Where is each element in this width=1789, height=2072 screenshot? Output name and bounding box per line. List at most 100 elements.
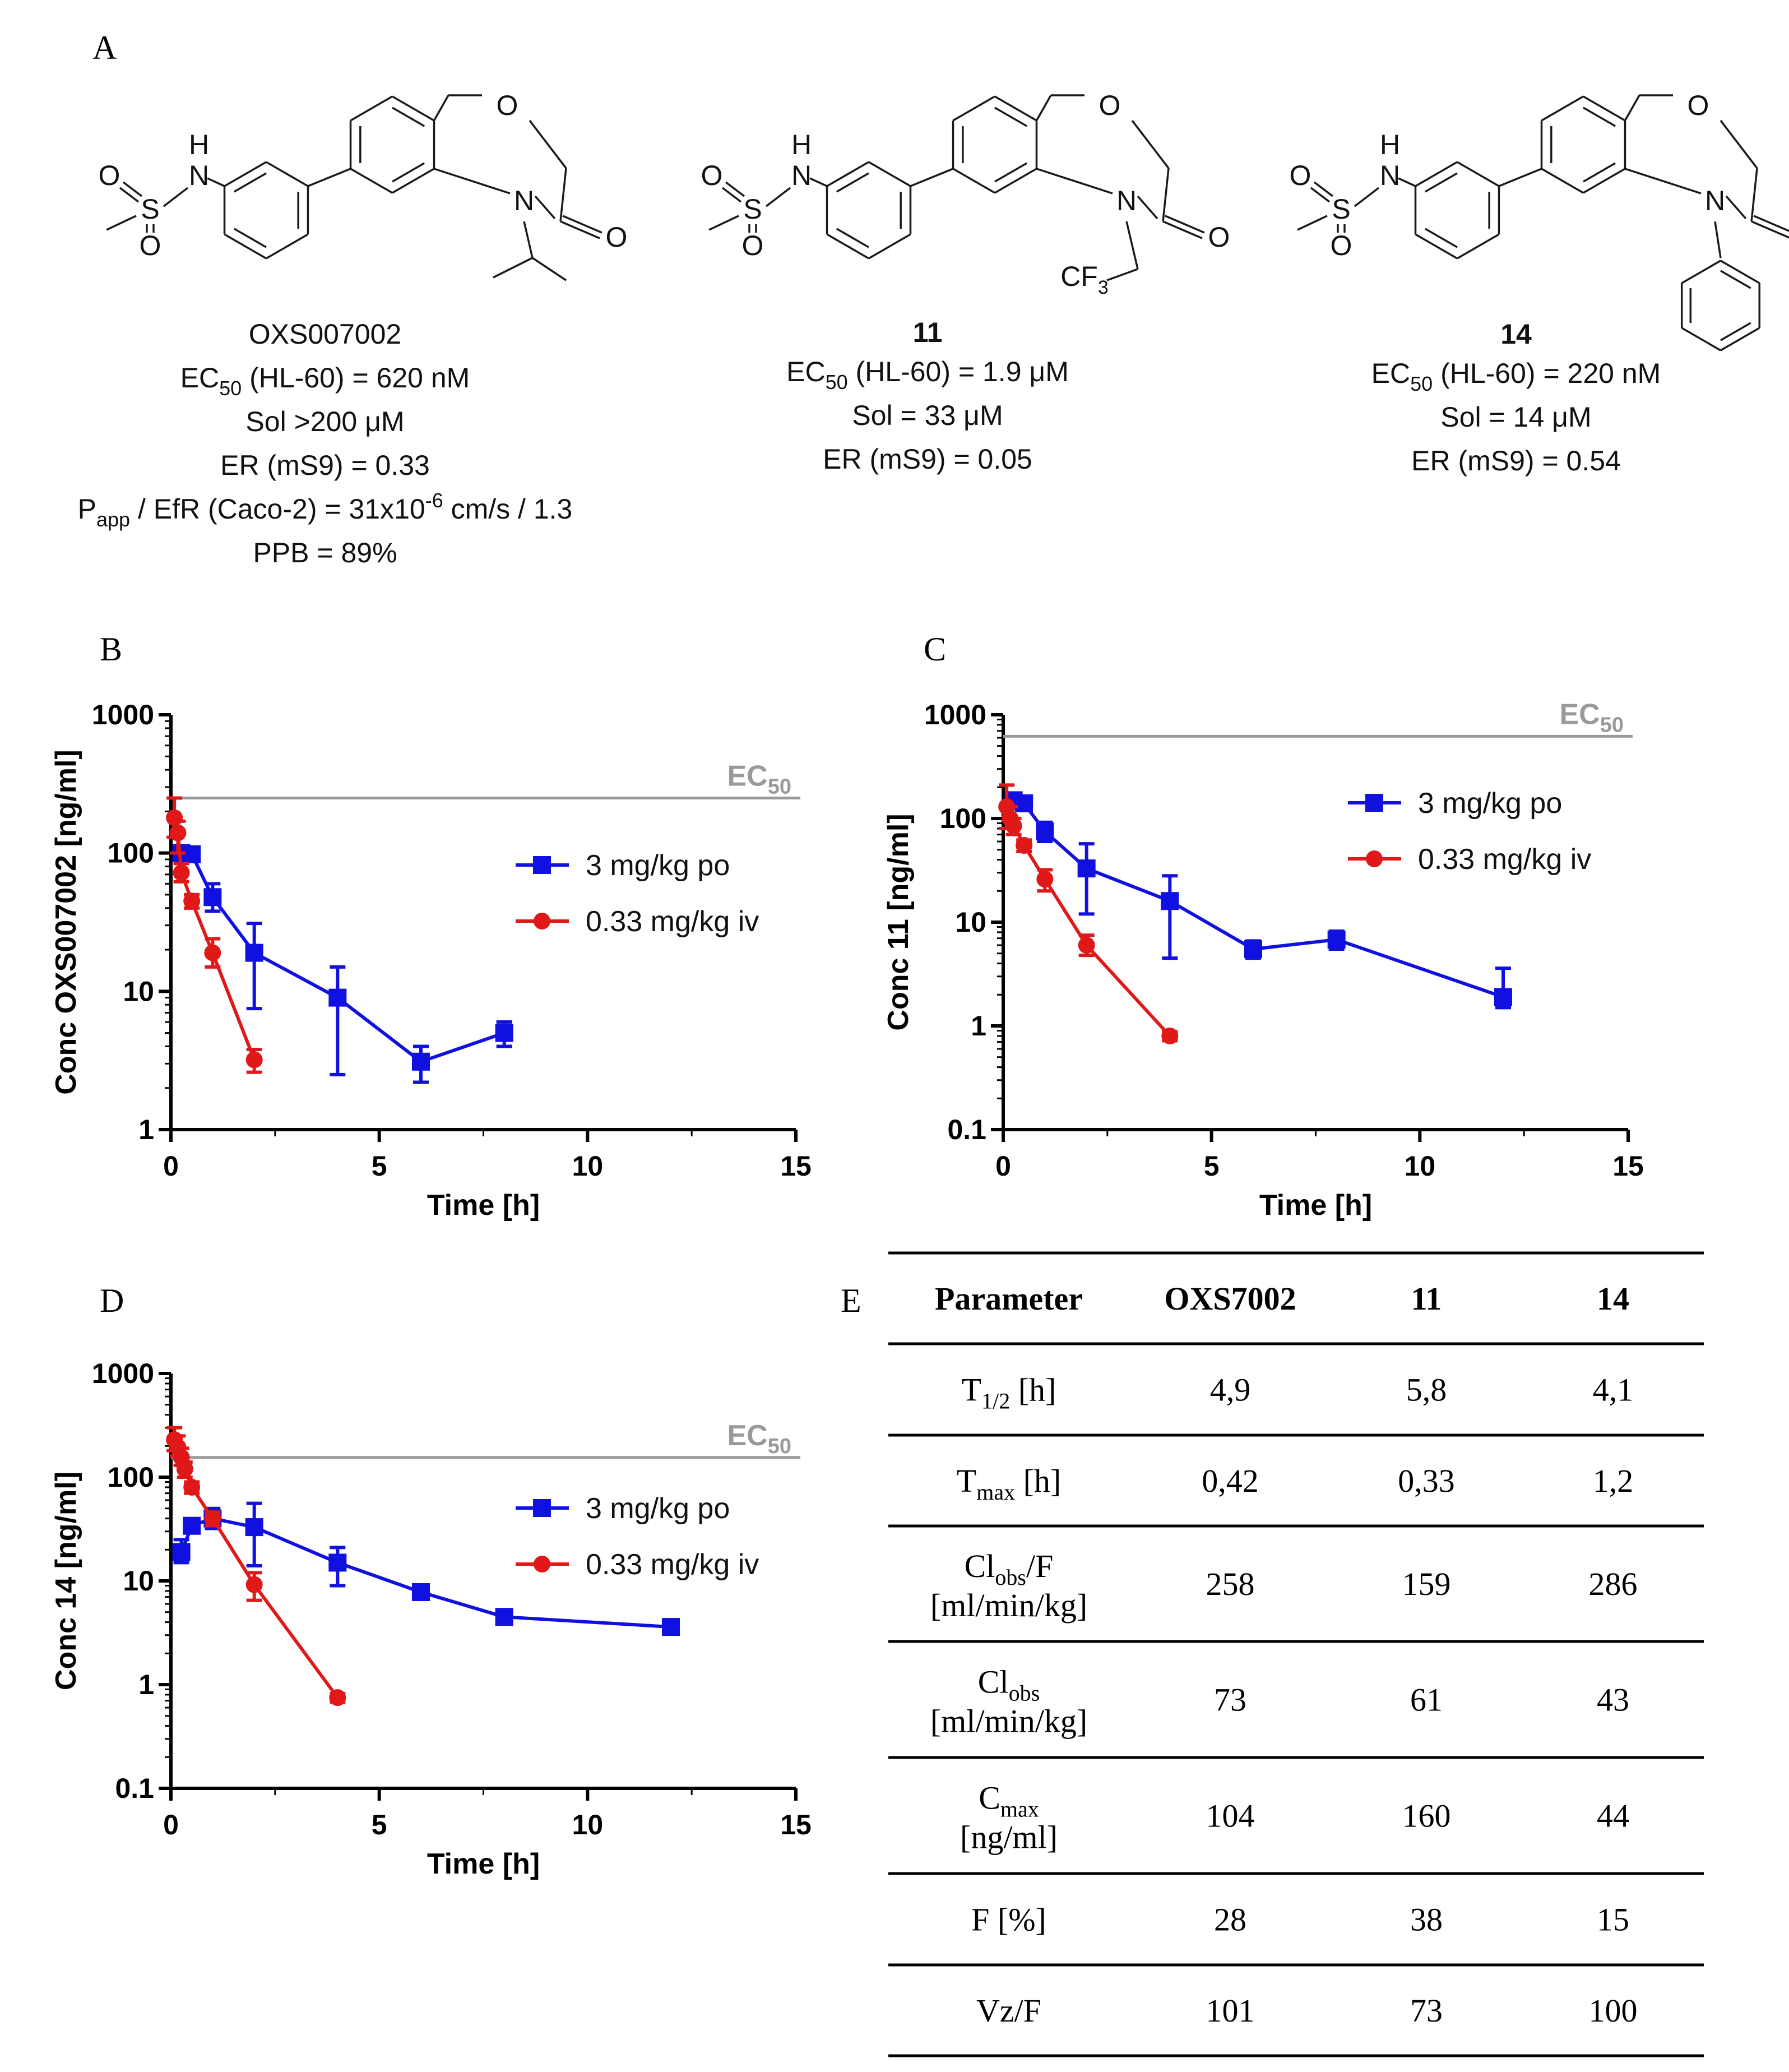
bond [1720,270,1751,289]
series-po [172,844,513,1084]
data-point [1244,940,1262,959]
text-span: Sol = 14 μM [1440,401,1591,433]
y-tick-label: 10 [123,1565,154,1597]
table-value-cell: 73 [1214,1682,1246,1718]
text-span: C [979,1780,1000,1816]
legend-label: 3 mg/kg po [586,1492,730,1525]
y-tick-label: 100 [940,803,986,834]
data-point [166,809,183,826]
nh-hydrogen: H [791,129,812,160]
text-span: max [1000,1797,1039,1822]
panel-label-e: E [841,1282,861,1319]
compound-name: 14 [1500,318,1532,350]
bond [529,119,567,169]
y-tick-label: 1 [138,1114,154,1145]
bond [1720,327,1760,351]
bond [119,187,140,203]
table-value-cell: 286 [1589,1566,1638,1602]
data-point [183,845,201,863]
bond [207,177,225,187]
nh-hydrogen: H [1380,129,1400,160]
y-tick-label: 1 [138,1669,154,1700]
data-point [1078,937,1095,954]
ring-oxygen: O [1688,90,1709,121]
legend-label: 3 mg/kg po [1418,787,1562,820]
text-span: P [78,493,96,525]
data-point [204,944,221,961]
bond [1541,168,1584,194]
text-span: EC [727,760,767,793]
bond [1131,119,1170,169]
data-point [1015,794,1033,812]
bond [1415,233,1458,260]
data-point [245,943,263,962]
bond [1583,95,1626,122]
bond [1313,181,1334,197]
text-span: Sol = 33 μM [852,400,1003,431]
x-tick-label: 5 [372,1150,387,1182]
compound-property-line: Papp / EfR (Caco-2) = 31x10-6 cm/s / 1.3 [78,489,573,531]
bond [708,215,739,231]
text-span: 50 [826,371,848,394]
bond [1137,195,1158,220]
bond [1424,172,1458,193]
text-span: obs [995,1565,1026,1590]
table-value-cell: 100 [1589,1992,1638,2029]
x-axis-label: Time [h] [427,1848,540,1880]
table-value-cell: 44 [1597,1798,1629,1834]
legend-marker [1366,850,1383,867]
table-row-label-unit: [ml/min/kg] [930,1703,1087,1740]
bond [224,161,267,187]
table-header-cell: 11 [1411,1280,1442,1317]
text-span: Cl [965,1548,995,1584]
table-value-cell: 43 [1597,1682,1629,1718]
bond [266,161,309,187]
table-value-cell: 160 [1402,1798,1451,1834]
bond [836,228,869,248]
data-point [1005,817,1022,835]
ec50-label: EC50 [1559,698,1624,737]
x-tick-label: 10 [572,1150,604,1182]
text-span: cm/s / 1.3 [443,493,573,525]
panel-label-a: A [92,29,117,66]
legend-label: 3 mg/kg po [586,849,730,882]
data-point [1077,859,1096,878]
sulfonyl-oxygen-bottom: O [742,230,764,261]
bond [307,168,351,187]
compound-name: 11 [913,317,943,348]
y-tick-label: 1000 [92,699,154,730]
table-value-cell: 61 [1410,1682,1443,1718]
data-point [412,1583,430,1601]
x-tick-label: 0 [163,1809,179,1840]
text-span: 50 [1600,713,1624,737]
x-tick-label: 15 [780,1150,812,1182]
bond [1720,322,1751,341]
data-point [495,1608,513,1626]
text-span: ER (mS9) = 0.54 [1411,445,1621,477]
x-tick-label: 15 [1612,1150,1644,1182]
bond [994,162,1028,183]
x-axis-label: Time [h] [1259,1189,1372,1222]
legend-label: 0.33 mg/kg iv [586,1548,759,1581]
bond [836,172,869,193]
data-point [1161,892,1179,910]
table-value-cell: 4,9 [1210,1372,1251,1408]
data-point [173,864,190,881]
text-span: ER (mS9) = 0.33 [220,450,430,481]
bond [1751,220,1789,239]
text-span: Cl [978,1664,1009,1700]
table-value-cell: 101 [1206,1992,1255,2029]
legend-marker [533,856,551,874]
compound-property-line: Sol >200 μM [245,406,404,437]
data-point [1036,871,1054,888]
y-tick-label: 10 [123,975,154,1007]
chart-D: 0.1 1 10 100 1000 0 5 10 15 Time [h] Conc 14 [ng/m… [50,1358,812,1880]
data-point [1016,837,1033,854]
text-span: /F [1026,1548,1053,1584]
y-axis-label: Conc OXS007002 [ng/ml] [50,750,82,1095]
bond [952,95,995,122]
x-tick-label: 0 [995,1150,1011,1182]
